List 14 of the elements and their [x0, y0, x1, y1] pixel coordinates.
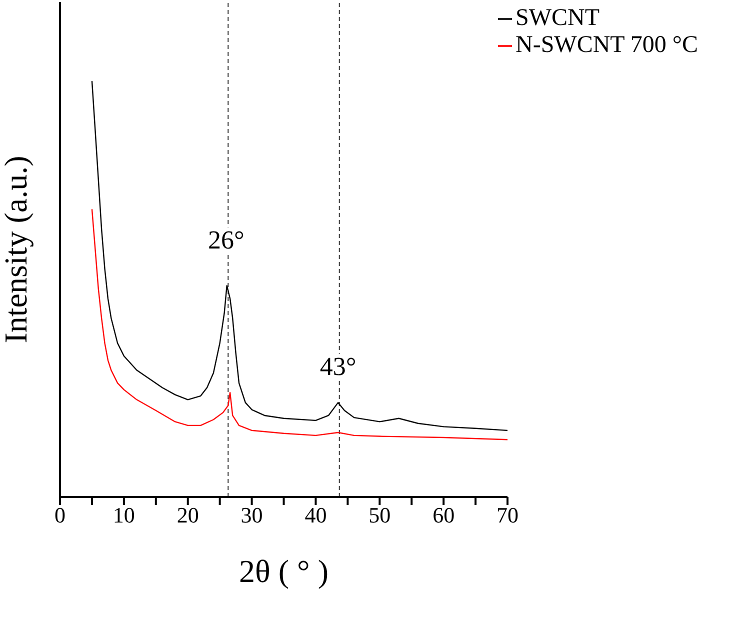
x-tick-label: 50	[368, 502, 391, 528]
x-tick-label: 30	[240, 502, 263, 528]
legend-label: SWCNT	[516, 5, 600, 31]
x-tick-label: 0	[54, 502, 66, 528]
x-tick-label: 10	[112, 502, 135, 528]
annotation: 43°	[320, 352, 356, 382]
y-axis-title: Intensity (a.u.)	[0, 156, 34, 344]
x-axis-title: 2θ ( ° )	[239, 553, 328, 589]
x-tick-label: 20	[176, 502, 199, 528]
annotation: 26°	[208, 225, 244, 254]
x-tick-label: 60	[432, 502, 455, 528]
legend-label: N-SWCNT 700 °C	[516, 32, 698, 58]
x-tick-label: 70	[496, 502, 518, 528]
x-tick-label: 40	[304, 502, 327, 528]
